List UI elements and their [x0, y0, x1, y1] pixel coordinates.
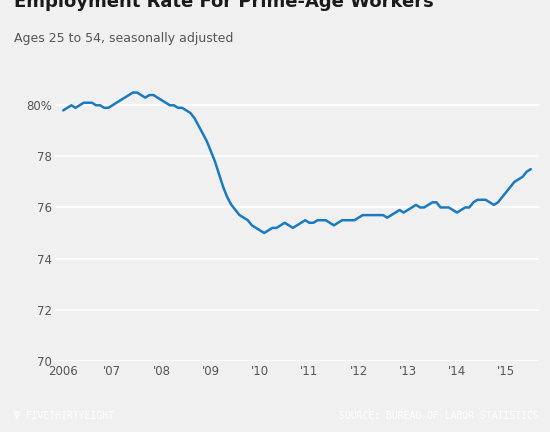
Text: Ages 25 to 54, seasonally adjusted: Ages 25 to 54, seasonally adjusted	[14, 32, 233, 45]
Text: Ψ FIVETHIRTYEIGHT: Ψ FIVETHIRTYEIGHT	[14, 411, 114, 421]
Text: SOURCE: BUREAU OF LABOR STATISTICS: SOURCE: BUREAU OF LABOR STATISTICS	[339, 411, 539, 421]
Text: Employment Rate For Prime-Age Workers: Employment Rate For Prime-Age Workers	[14, 0, 433, 11]
